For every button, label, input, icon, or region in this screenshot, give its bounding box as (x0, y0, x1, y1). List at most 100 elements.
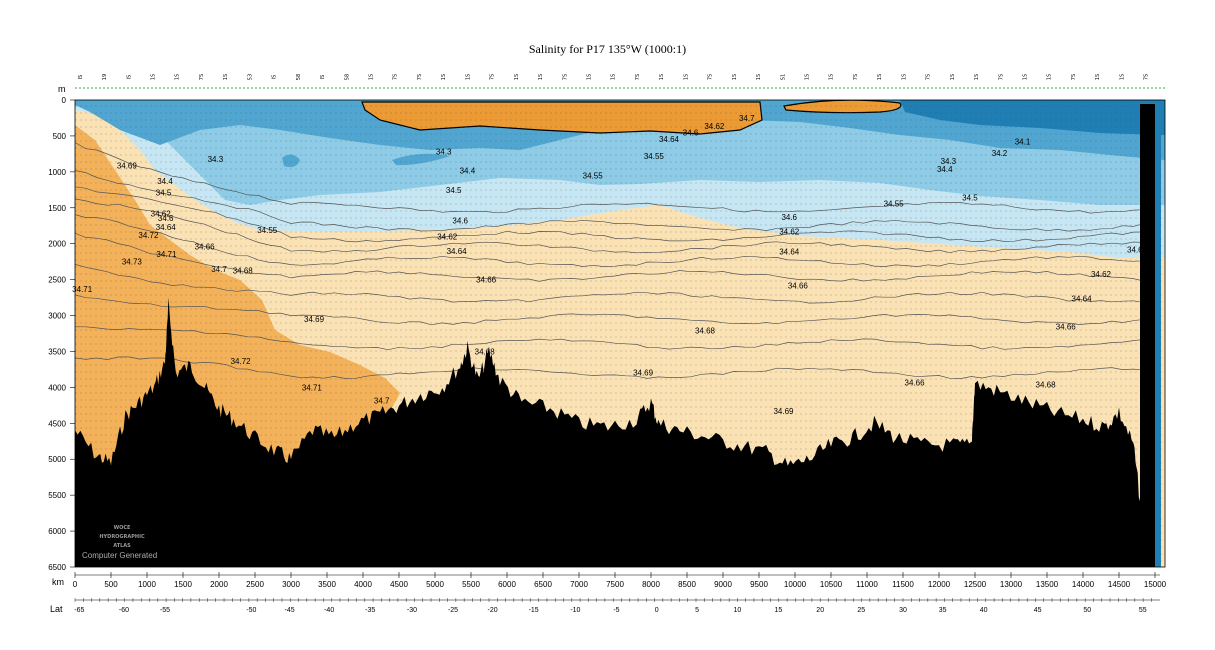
contour-label: 34.55 (583, 171, 604, 180)
distance-tick-label: 1500 (174, 580, 192, 589)
station-label: 1S (829, 74, 835, 80)
station-label: 7S (490, 74, 496, 80)
station-label: 58 (296, 74, 302, 80)
distance-tick-label: 3500 (318, 580, 336, 589)
woce-watermark: WOCE HYDROGRAPHIC ATLAS Computer Generat… (82, 525, 157, 560)
station-label: 7S (199, 74, 205, 80)
contour-line (75, 326, 1156, 351)
contour-line (75, 142, 1156, 214)
right-margin-blue (1155, 104, 1161, 567)
chart-title: Salinity for P17 135°W (1000:1) (528, 42, 687, 56)
distance-tick-label: 7500 (606, 580, 624, 589)
contour-line (75, 356, 1156, 379)
contour-label: 34.7 (374, 396, 390, 405)
lat-tick-label: -55 (160, 607, 170, 614)
station-label: 1S (175, 74, 181, 80)
distance-tick-label: 0 (73, 580, 78, 589)
depth-tick-label: 4000 (48, 383, 66, 392)
contour-label: 34.68 (233, 266, 254, 275)
station-label: 7S (708, 74, 714, 80)
lat-tick-label: -25 (448, 607, 458, 614)
distance-tick-label: 14500 (1108, 580, 1131, 589)
station-label: 1S (756, 74, 762, 80)
distance-tick-label: 500 (104, 580, 118, 589)
distance-axis-unit: km (52, 577, 64, 587)
distance-tick-label: 7000 (570, 580, 588, 589)
contour-label: 34.6 (781, 213, 797, 222)
contour-label: 34.71 (156, 250, 177, 259)
lat-tick-label: 20 (816, 607, 824, 614)
contour-label: 34.1 (1015, 138, 1031, 147)
contour-label: 34.6 (452, 217, 468, 226)
axis-ticks: 0500100015002000250030003500400045005000… (48, 96, 1166, 614)
lat-tick-label: -40 (324, 607, 334, 614)
contour-line (75, 214, 1156, 267)
lat-tick-label: -5 (613, 607, 619, 614)
contour-label: 34.69 (304, 315, 325, 324)
contour-label: 34.4 (460, 166, 476, 175)
station-label: 1S (732, 74, 738, 80)
contour-label: 34.6 (158, 214, 174, 223)
station-label: S1 (780, 74, 786, 80)
contour-label: 34.72 (231, 357, 252, 366)
lat-tick-label: 40 (980, 607, 988, 614)
distance-tick-label: 4500 (390, 580, 408, 589)
station-label: 1S (683, 74, 689, 80)
station-label: 1S (538, 74, 544, 80)
contour-label: 34.69 (773, 407, 794, 416)
station-label: IS (78, 75, 84, 80)
station-label: 7S (998, 74, 1004, 80)
station-label: 7S (635, 74, 641, 80)
contour-label: 34.3 (436, 148, 452, 157)
watermark-line-3: ATLAS (113, 543, 131, 549)
watermark-caption: Computer Generated (82, 551, 157, 560)
lat-tick-label: -20 (488, 607, 498, 614)
distance-tick-label: 5500 (462, 580, 480, 589)
distance-tick-label: 2500 (246, 580, 264, 589)
contour-label: 34.55 (644, 152, 665, 161)
contour-label: 34.5 (962, 194, 978, 203)
station-label: 1S (974, 74, 980, 80)
distance-tick-label: 1000 (138, 580, 156, 589)
contour-label: 34.62 (151, 210, 172, 219)
station-label: 7S (562, 74, 568, 80)
depth-axis-unit: m (58, 84, 66, 94)
lat-tick-label: 50 (1083, 607, 1091, 614)
distance-tick-label: 8000 (642, 580, 660, 589)
lat-tick-label: 35 (939, 607, 947, 614)
watermark-line-2: HYDROGRAPHIC (99, 534, 145, 540)
contour-label: 34.68 (1036, 381, 1057, 390)
lat-tick-label: -45 (284, 607, 294, 614)
contour-label: 34.64 (779, 248, 800, 257)
contour-label: 34.55 (257, 226, 278, 235)
distance-tick-label: 8500 (678, 580, 696, 589)
station-label: 7S (1071, 74, 1077, 80)
station-label: 1S (465, 74, 471, 80)
contour-label: 34.64 (156, 223, 177, 232)
distance-tick-label: 12500 (964, 580, 987, 589)
station-label: 1S (587, 74, 593, 80)
station-label: 19 (102, 74, 108, 80)
depth-tick-label: 5000 (48, 455, 66, 464)
contour-lines (75, 142, 1156, 379)
distance-tick-label: 15000 (1144, 580, 1167, 589)
distance-tick-label: 5000 (426, 580, 444, 589)
station-label: 7S (926, 74, 932, 80)
contour-label: 34.3 (941, 157, 957, 166)
distance-tick-label: 12000 (928, 580, 951, 589)
plot-area (75, 100, 1165, 567)
contour-label: 34.71 (72, 285, 93, 294)
contour-line (75, 294, 1156, 326)
contour-label: 34.64 (1072, 294, 1093, 303)
contour-label: 34.66 (1056, 322, 1077, 331)
station-label: 1S (1023, 74, 1029, 80)
contour-label: 34.6 (683, 128, 699, 137)
distance-tick-label: 10500 (820, 580, 843, 589)
distance-tick-label: 9000 (714, 580, 732, 589)
station-label: IS (126, 75, 132, 80)
contour-label: 34.73 (122, 258, 143, 267)
contour-line (75, 264, 1156, 304)
watermark-line-1: WOCE (114, 525, 131, 531)
distance-tick-label: 4000 (354, 580, 372, 589)
